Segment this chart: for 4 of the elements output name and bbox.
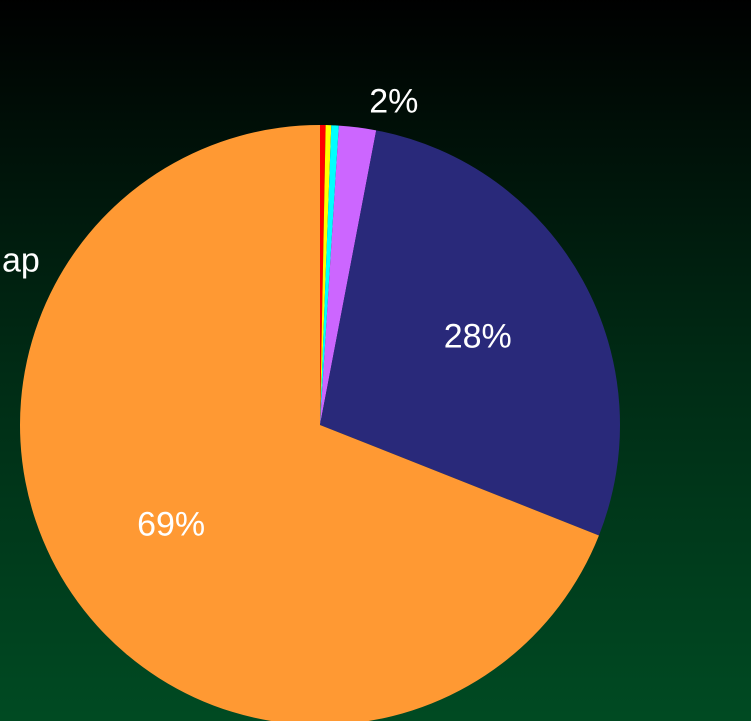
data-label: 69% — [137, 506, 206, 544]
data-label: 28% — [444, 318, 512, 356]
data-label: 2% — [369, 82, 418, 121]
text: ap — [2, 241, 40, 280]
